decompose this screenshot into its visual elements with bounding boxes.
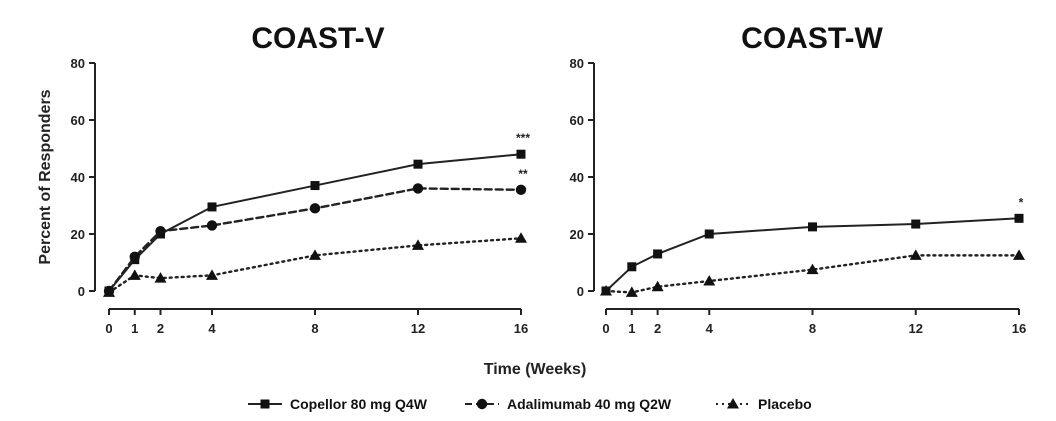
- coast-v-y-tick-label: 0: [78, 284, 85, 299]
- legend-marker-triangle: [727, 398, 739, 409]
- coast-v-point-square: [207, 202, 217, 212]
- coast-w-x-tick-label: 1: [628, 321, 635, 336]
- coast-v-x-tick-label: 1: [131, 321, 138, 336]
- coast-w-x-tick-label: 0: [602, 321, 609, 336]
- coast-v-point-circle: [412, 183, 424, 194]
- coast-v-x-tick-label: 8: [311, 321, 318, 336]
- coast-v-point-square: [310, 181, 320, 191]
- coast-v-point-triangle: [309, 249, 321, 260]
- x-axis-label: Time (Weeks): [484, 361, 587, 378]
- coast-w-x-tick-label: 8: [809, 321, 816, 336]
- coast-v-x-tick-label: 4: [208, 321, 216, 336]
- coast-w-point-square: [653, 249, 663, 259]
- coast-w-x-tick-label: 4: [706, 321, 714, 336]
- coast-v-point-triangle: [515, 232, 527, 243]
- coast-v-series-line-square: [108, 153, 522, 292]
- coast-v-point-triangle: [128, 269, 141, 280]
- coast-v-significance-annotation: **: [518, 167, 528, 181]
- coast-v-point-triangle: [103, 286, 115, 297]
- coast-v-y-tick-label: 40: [71, 170, 85, 185]
- coast-v-x-tick-label: 16: [514, 321, 528, 336]
- coast-v-y-tick-label: 20: [71, 227, 85, 242]
- coast-w-point-square: [911, 219, 921, 229]
- coast-v-x-tick-label: 12: [411, 321, 425, 336]
- legend-label: Adalimumab 40 mg Q2W: [507, 396, 672, 412]
- coast-w-point-triangle: [806, 263, 819, 275]
- coast-w-point-square: [627, 262, 637, 272]
- coast-w-x-tick-label: 2: [654, 321, 661, 336]
- coast-v-point-circle: [206, 220, 218, 231]
- coast-w-point-square: [704, 229, 714, 239]
- coast-w-significance-annotation: *: [1019, 195, 1024, 209]
- coast-w-point-triangle: [909, 249, 922, 260]
- coast-w-title: COAST-W: [741, 22, 883, 55]
- coast-v-point-square: [516, 149, 526, 159]
- coast-w-y-tick-label: 60: [570, 113, 584, 128]
- legend-marker-circle: [476, 398, 488, 410]
- coast-w-x-tick-label: 16: [1012, 321, 1026, 336]
- coast-v-x-tick-label: 2: [157, 321, 164, 336]
- coast-w-y-tick-label: 20: [570, 227, 584, 242]
- coast-v-series-line-triangle: [107, 237, 523, 294]
- legend-label: Copellor 80 mg Q4W: [290, 396, 428, 412]
- legend-label: Placebo: [758, 396, 812, 412]
- coast-v-point-triangle: [206, 269, 218, 280]
- coast-v-y-axis-label: Percent of Responders: [37, 89, 54, 264]
- coast-w-x-tick-label: 12: [909, 321, 923, 336]
- coast-v-x-tick-label: 0: [105, 321, 112, 336]
- coast-v-point-circle: [155, 225, 166, 237]
- coast-w-y-tick-label: 0: [577, 284, 584, 299]
- coast-w-y-tick-label: 80: [570, 56, 584, 71]
- coast-v-y-tick-label: 60: [71, 113, 85, 128]
- coast-v-point-triangle: [154, 272, 167, 283]
- coast-w-y-tick-label: 40: [570, 170, 584, 185]
- coast-w-point-triangle: [703, 275, 716, 286]
- coast-v-point-circle: [515, 184, 527, 196]
- coast-w-point-triangle: [600, 285, 612, 296]
- coast-w-point-square: [808, 222, 817, 232]
- coast-v-point-square: [413, 159, 423, 169]
- coast-w-point-triangle: [1013, 249, 1025, 260]
- coast-w-point-triangle: [625, 286, 638, 297]
- coast-v-significance-annotation: ***: [516, 131, 530, 145]
- coast-v-point-circle: [129, 251, 140, 262]
- coast-v-title: COAST-V: [251, 22, 384, 55]
- coast-v-point-triangle: [412, 239, 424, 250]
- coast-v-point-circle: [309, 203, 321, 214]
- legend: Copellor 80 mg Q4W Adalimumab 40 mg Q2W Pl…: [248, 396, 812, 412]
- coast-v-y-tick-label: 80: [71, 56, 85, 71]
- coast-w-point-triangle: [651, 280, 664, 292]
- legend-marker-square: [260, 399, 270, 409]
- coast-w-point-square: [1014, 213, 1024, 223]
